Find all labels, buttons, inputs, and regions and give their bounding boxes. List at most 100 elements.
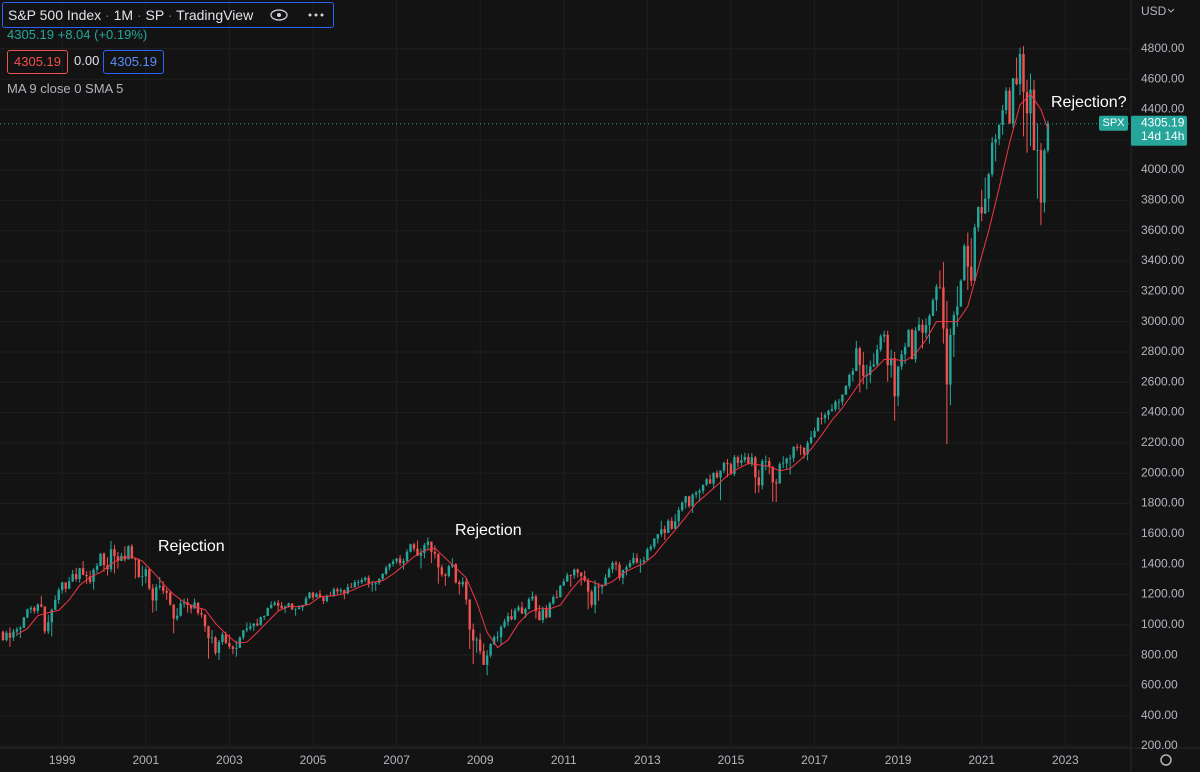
candle-body [740,460,743,463]
candle-body [57,590,60,600]
candle-body [583,576,586,581]
y-tick-label: 3800.00 [1141,193,1185,207]
y-tick-label: 200.00 [1141,738,1178,752]
candle-body [928,315,931,326]
candle-body [130,546,134,559]
candle-body [485,655,489,665]
candle-body [632,557,635,564]
candle-body [141,576,144,578]
candle-body [977,207,980,228]
candle-body [217,642,221,653]
candle-body [593,586,597,605]
y-tick-label: 1200.00 [1141,587,1185,601]
candle-body [893,358,896,397]
candle-body [67,581,71,589]
x-tick-label: 1999 [49,753,76,767]
candle-body [513,610,517,620]
candle-body [691,494,694,507]
bid-box[interactable]: 4305.19 [7,50,68,74]
candle-body [896,366,900,397]
candle-body [116,556,120,561]
candle-body [907,329,910,347]
candle-body [712,472,715,484]
candle-body [144,569,148,577]
candle-body [242,630,245,638]
candle-body [994,139,997,143]
settings-gear[interactable] [1160,754,1172,766]
candle-body [405,551,409,561]
candle-body [698,490,701,493]
candle-body [1022,53,1025,92]
candle-body [1001,110,1004,125]
candle-body [297,607,301,610]
candle-body [426,541,430,545]
candle-body [357,582,360,583]
candle-body [552,597,555,604]
candle-body [395,558,398,562]
exchange: SP [145,7,164,23]
settings-icon[interactable] [1160,754,1172,766]
candle-body [851,371,855,375]
candle-body [203,614,207,627]
annotation: Rejection? [1051,94,1127,111]
x-tick-label: 2015 [718,753,745,767]
candle-body [475,639,478,641]
candle-body [40,604,43,607]
candle-body [398,558,402,564]
candle-body [447,566,451,576]
candle-body [458,582,461,585]
candle-body [876,349,879,365]
candle-body [61,582,64,591]
symbol-bar[interactable]: S&P 500 Index · 1M · SP · TradingView [2,2,334,28]
source: TradingView [176,7,254,23]
candle-body [802,447,806,455]
candle-body [437,553,440,568]
candle-body [517,607,520,611]
y-tick-label: 4000.00 [1141,162,1185,176]
candle-body [531,596,534,600]
candle-body [757,477,761,486]
candle-body [548,603,552,618]
candle-body [625,567,628,570]
y-tick-label: 2800.00 [1141,344,1185,358]
candle-body [1008,90,1011,124]
candle-body [304,598,308,606]
x-tick-label: 2009 [467,753,494,767]
more-icon[interactable] [306,8,326,22]
ask-box[interactable]: 4305.19 [103,50,164,74]
eye-icon[interactable] [269,8,289,22]
candle-body [987,174,990,199]
candle-body [719,470,722,478]
candle-body [538,611,541,621]
candle-body [618,564,621,578]
candle-body [635,557,639,563]
candle-body [872,364,875,367]
candle-body [343,590,346,594]
candle-body [830,409,834,411]
candle-body [294,609,297,610]
candle-body [1029,89,1032,114]
candle-body [489,644,492,656]
y-tick-label: 3000.00 [1141,314,1185,328]
candle-body [283,606,287,609]
candle-body [910,329,914,360]
last-price-label: 4305.19 [1141,115,1185,129]
candle-body [5,632,8,641]
y-tick-label: 1600.00 [1141,526,1185,540]
candle-body [165,590,168,593]
y-tick-label: 1000.00 [1141,617,1185,631]
candle-body [527,599,531,610]
candle-body [545,609,548,618]
candle-body [931,300,935,316]
candle-body [311,592,315,598]
candle-body [848,374,851,387]
candle-body [409,544,412,552]
candle-body [102,553,106,566]
candle-body [799,447,802,449]
candle-body [1004,90,1008,111]
candle-body [22,617,26,628]
candle-body [959,280,963,307]
x-tick-label: 2003 [216,753,243,767]
